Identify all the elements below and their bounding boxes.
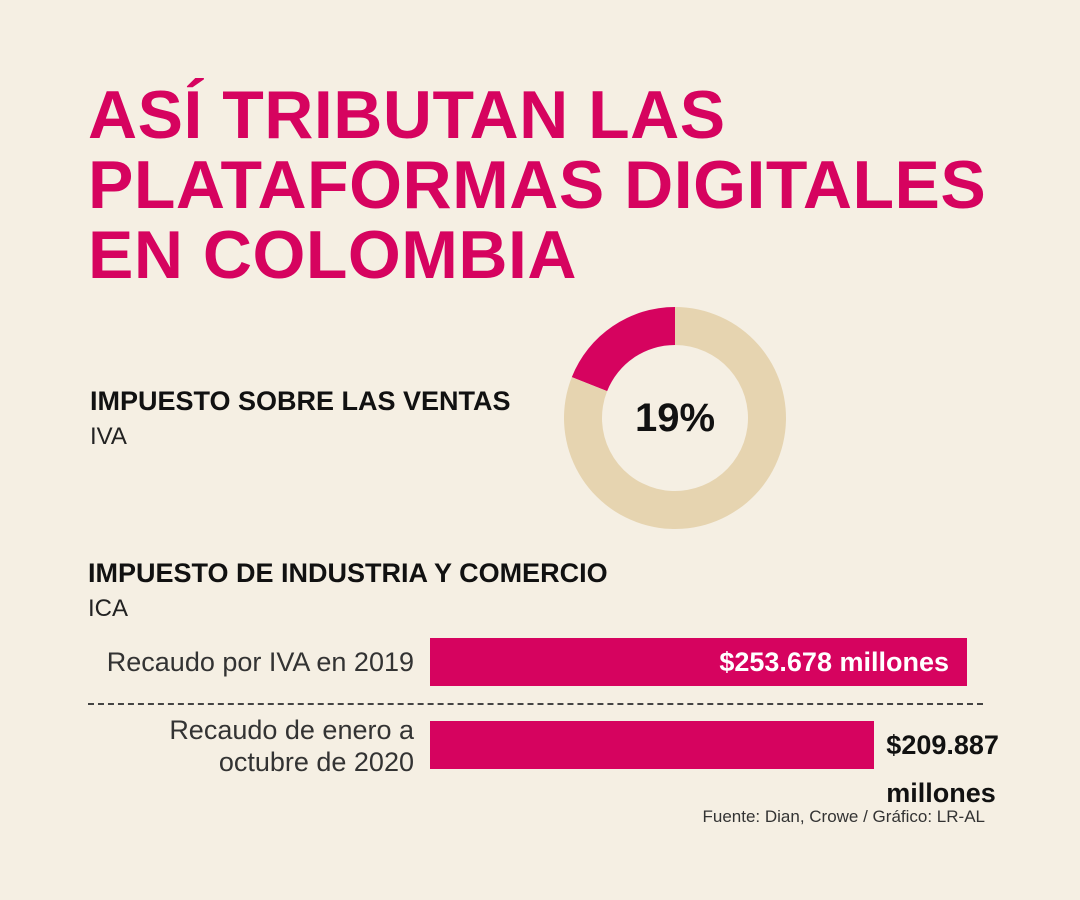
donut-center-label: 19% (635, 396, 715, 440)
donut-slice-iva (571, 307, 675, 392)
dashed-divider (88, 703, 983, 705)
bar-value-2020: $209.887 millones (886, 730, 999, 808)
ica-tax-name: IMPUESTO DE INDUSTRIA Y COMERCIO (88, 558, 608, 588)
source-credit: Fuente: Dian, Crowe / Gráfico: LR-AL (702, 807, 985, 826)
bar-value-2019: $253.678 millones (719, 647, 949, 677)
iva-tax-name: IMPUESTO SOBRE LAS VENTAS (90, 386, 511, 416)
bar-label-2019: Recaudo por IVA en 2019 (106, 647, 414, 677)
iva-donut-chart: 19% (564, 307, 786, 529)
bar-2019 (430, 638, 967, 686)
bar-label-2020: Recaudo de enero a octubre de 2020 (169, 715, 414, 777)
bar-2020 (430, 721, 875, 769)
ica-tax-abbr: ICA (88, 595, 129, 622)
donut-slice-rest (564, 307, 786, 529)
page-title: ASÍ TRIBUTAN LAS PLATAFORMAS DIGITALES E… (88, 77, 987, 293)
iva-tax-abbr: IVA (90, 423, 127, 450)
